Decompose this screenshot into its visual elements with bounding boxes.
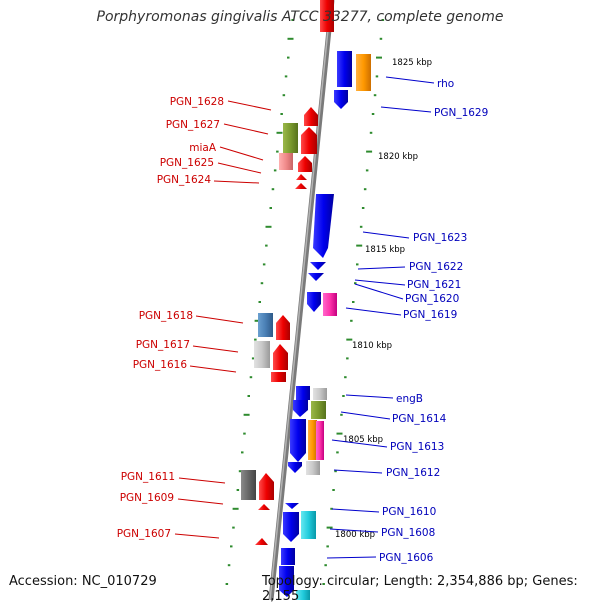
accession-label: Accession: NC_010729 xyxy=(9,574,157,589)
gene-pgn-1618 xyxy=(276,315,290,340)
gene-pgn-1620 xyxy=(307,292,321,312)
gene-top-clipped xyxy=(320,0,334,32)
gene-pgn-1613-magenta xyxy=(316,421,324,460)
gene-rho-orange xyxy=(356,54,371,91)
gene-pgn-1624 xyxy=(295,183,307,189)
gene-pgn-1621 xyxy=(308,273,324,281)
gene-label: PGN_1618 xyxy=(139,310,193,322)
kbp-label: 1825 kbp xyxy=(392,58,432,68)
gene-pgn-1629 xyxy=(334,90,348,109)
gene-label: PGN_1624 xyxy=(157,174,212,186)
gene-pgn-1616 xyxy=(271,372,286,382)
gene-label: PGN_1629 xyxy=(434,107,488,119)
gene-label: PGN_1627 xyxy=(166,119,220,131)
gene-label: rho xyxy=(437,78,454,90)
gene-pgn-1614 xyxy=(293,400,308,417)
gene-pgn-1611 xyxy=(259,473,274,500)
gene-pgn-1617 xyxy=(273,344,288,370)
genome-axis xyxy=(268,0,335,600)
gene-label: PGN_1607 xyxy=(117,528,171,540)
position-scale: 1825 kbp 1820 kbp 1815 kbp 1810 kbp 1805… xyxy=(335,58,432,540)
gene-label: PGN_1623 xyxy=(413,232,467,244)
kbp-label: 1805 kbp xyxy=(343,435,383,445)
genome-axis-highlight xyxy=(269,0,332,600)
gene-pgn-1628 xyxy=(304,107,318,126)
gene-miaa-pink xyxy=(279,153,293,170)
gene-pgn-1610-top xyxy=(285,503,299,509)
gene-label: PGN_1621 xyxy=(407,279,461,291)
gene-engb-gray xyxy=(313,388,327,400)
gene-pgn-1627 xyxy=(301,127,317,154)
gene-pgn-1611-dgray xyxy=(241,470,256,500)
gene-engb xyxy=(296,386,310,400)
gene-pgn-1617-gray xyxy=(254,341,270,368)
gene-label: PGN_1612 xyxy=(386,467,440,479)
gene-label: miaA xyxy=(189,142,217,154)
gene-pgn-1613 xyxy=(290,419,306,462)
gene-pgn-1622 xyxy=(310,262,326,270)
right-gene-labels: rho PGN_1629 PGN_1623 PGN_1622 PGN_1621 … xyxy=(379,78,488,564)
kbp-label: 1810 kbp xyxy=(352,341,392,351)
gene-rho xyxy=(337,51,352,87)
gene-pgn-1608-cyan xyxy=(301,511,316,539)
gene-label: PGN_1628 xyxy=(170,96,224,108)
gene-label: engB xyxy=(396,393,423,405)
gene-miaa xyxy=(298,156,312,172)
gene-pgn-1618-steel xyxy=(258,313,273,337)
gene-bottom-1 xyxy=(279,566,294,597)
kbp-label: 1815 kbp xyxy=(365,245,405,255)
gene-pgn-1607 xyxy=(255,538,268,545)
left-leader-lines xyxy=(174,100,272,539)
gene-label: PGN_1622 xyxy=(409,261,463,273)
gene-label: PGN_1620 xyxy=(405,293,459,305)
kbp-label: 1820 kbp xyxy=(378,152,418,162)
gene-pgn-1623 xyxy=(313,194,334,258)
kbp-label: 1800 kbp xyxy=(335,530,375,540)
gene-label: PGN_1611 xyxy=(121,471,175,483)
genome-title: Porphyromonas gingivalis ATCC 33277, com… xyxy=(96,9,504,25)
gene-pgn-1614-olive xyxy=(311,401,326,419)
right-leader-lines xyxy=(326,76,435,559)
gene-label: PGN_1617 xyxy=(136,339,190,351)
gene-pgn-1609 xyxy=(258,504,270,510)
gene-label: PGN_1609 xyxy=(120,492,174,504)
gene-pgn-1619 xyxy=(323,293,337,316)
gene-pgn-1627-olive xyxy=(283,123,298,153)
gene-pgn-1610 xyxy=(283,512,299,542)
gene-label: PGN_1608 xyxy=(381,527,435,539)
gene-pgn-1613-orange xyxy=(308,420,317,460)
gene-label: PGN_1619 xyxy=(403,309,457,321)
gene-label: PGN_1625 xyxy=(160,157,214,169)
left-gene-labels: PGN_1628 PGN_1627 miaA PGN_1625 PGN_1624… xyxy=(117,96,224,540)
tick-marks xyxy=(225,19,385,585)
gene-label: PGN_1614 xyxy=(392,413,447,425)
gene-pgn-1612-gray xyxy=(306,461,320,475)
gene-label: PGN_1616 xyxy=(133,359,188,371)
gene-pgn-1606 xyxy=(281,548,295,565)
gene-label: PGN_1613 xyxy=(390,441,444,453)
gene-pgn-1612 xyxy=(288,462,302,473)
gene-label: PGN_1610 xyxy=(382,506,436,518)
gene-bottom-cyan xyxy=(296,590,310,600)
gene-label: PGN_1606 xyxy=(379,552,434,564)
gene-pgn-1625 xyxy=(296,174,307,180)
